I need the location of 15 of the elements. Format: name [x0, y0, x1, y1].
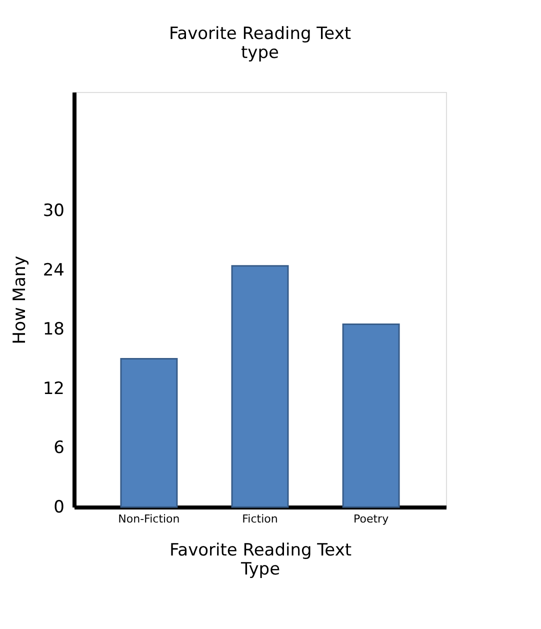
bar — [342, 323, 400, 508]
y-axis-title: How Many — [10, 256, 30, 344]
y-tick-label: 30 — [42, 201, 64, 222]
x-tick-label: Non-Fiction — [118, 512, 180, 526]
y-tick-label: 6 — [54, 438, 64, 458]
chart-title: Favorite Reading Text type — [168, 24, 352, 63]
y-tick-label: 24 — [42, 260, 64, 280]
y-tick-label: 18 — [42, 320, 64, 340]
y-tick-label: 12 — [42, 378, 64, 399]
bar — [231, 265, 289, 508]
bar — [120, 358, 178, 508]
x-tick-label: Poetry — [354, 512, 390, 526]
x-axis-title: Favorite Reading Text Type — [169, 540, 352, 580]
y-tick-label: 0 — [54, 498, 64, 518]
x-tick-label: Fiction — [242, 512, 278, 526]
